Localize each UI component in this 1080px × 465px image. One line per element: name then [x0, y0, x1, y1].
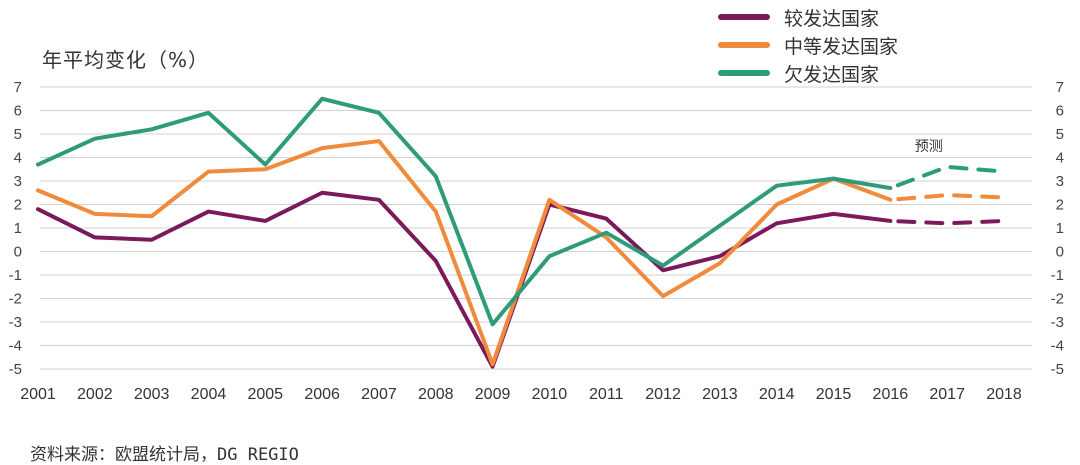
y-tick-label-right: 2: [1056, 197, 1064, 214]
series-forecast-segment: [888, 193, 1006, 202]
y-tick-label-right: 3: [1056, 173, 1064, 190]
y-tick-label-left: 3: [14, 173, 22, 190]
legend: 较发达国家 中等发达国家 欠发达国家: [718, 3, 898, 87]
legend-swatch: [718, 14, 770, 20]
x-axis: 2001 2002 2003 2004 2005 2006 2007 2008 2009 2010…: [20, 386, 1022, 403]
series-solid-segment: [36, 190, 893, 369]
x-tick-label: 2013: [702, 386, 738, 403]
x-tick-label: 2015: [816, 386, 852, 403]
series-line: [36, 96, 1006, 327]
forecast-label: 预测: [915, 139, 943, 155]
y-tick-label-left: -4: [9, 338, 22, 355]
x-tick-label: 2012: [645, 386, 681, 403]
y-tick-label-left: 5: [14, 126, 22, 143]
series-lines: [36, 96, 1006, 369]
y-tick-label-right: -1: [1051, 267, 1064, 284]
x-tick-label: 2001: [20, 386, 56, 403]
y-axis-title: 年平均变化（%）: [42, 48, 210, 72]
y-tick-label-left: 6: [14, 103, 22, 120]
x-tick-label: 2006: [304, 386, 340, 403]
y-tick-label-right: -4: [1051, 338, 1064, 355]
y-tick-label-right: 4: [1056, 150, 1064, 167]
y-tick-label-left: -1: [9, 267, 22, 284]
source-note: 资料来源：欧盟统计局，DG REGIO: [30, 445, 299, 465]
legend-item: 较发达国家: [718, 3, 898, 31]
legend-label: 中等发达国家: [784, 35, 899, 58]
y-tick-label-right: -3: [1051, 314, 1064, 331]
gridlines: [40, 86, 1032, 370]
y-tick-label-left: -2: [9, 291, 22, 308]
y-tick-label-right: 6: [1056, 103, 1064, 120]
y-tick-label-left: 1: [14, 220, 22, 237]
series-solid-segment: [36, 96, 893, 327]
legend-swatch: [718, 42, 770, 48]
x-tick-label: 2018: [986, 386, 1022, 403]
y-tick-label-left: -5: [9, 361, 22, 378]
y-axis-right: 7 6 5 4 3 2 1 0 -1 -2 -3 -4 -5: [1051, 79, 1064, 378]
series-line: [36, 139, 1006, 367]
x-tick-label: 2004: [191, 386, 227, 403]
x-tick-label: 2005: [247, 386, 283, 403]
x-tick-label: 2017: [929, 386, 965, 403]
series-solid-segment: [36, 139, 893, 367]
y-tick-label-left: 4: [14, 150, 22, 167]
y-tick-label-right: 5: [1056, 126, 1064, 143]
legend-swatch: [718, 70, 770, 76]
y-tick-label-left: 0: [14, 244, 22, 261]
x-tick-label: 2016: [873, 386, 909, 403]
y-axis-left: 7 6 5 4 3 2 1 0 -1 -2 -3 -4 -5: [9, 79, 22, 378]
y-tick-label-right: -5: [1051, 361, 1064, 378]
series-forecast-segment: [888, 164, 1006, 191]
series-forecast-segment: [888, 218, 1006, 226]
y-tick-label-right: 7: [1056, 79, 1064, 96]
legend-label: 较发达国家: [784, 7, 880, 30]
legend-item: 中等发达国家: [718, 31, 898, 59]
x-tick-label: 2007: [361, 386, 397, 403]
x-tick-label: 2008: [418, 386, 454, 403]
y-tick-label-right: -2: [1051, 291, 1064, 308]
y-tick-label-right: 1: [1056, 220, 1064, 237]
x-tick-label: 2014: [759, 386, 795, 403]
x-tick-label: 2010: [532, 386, 568, 403]
x-tick-label: 2009: [475, 386, 511, 403]
x-tick-label: 2003: [134, 386, 170, 403]
y-tick-label-left: -3: [9, 314, 22, 331]
y-tick-label-left: 7: [14, 79, 22, 96]
series-line: [36, 190, 1006, 369]
x-tick-label: 2002: [77, 386, 113, 403]
x-tick-label: 2011: [589, 386, 624, 403]
y-tick-label-left: 2: [14, 197, 22, 214]
y-tick-label-right: 0: [1056, 244, 1064, 261]
legend-label: 欠发达国家: [784, 63, 880, 86]
legend-item: 欠发达国家: [718, 59, 898, 87]
